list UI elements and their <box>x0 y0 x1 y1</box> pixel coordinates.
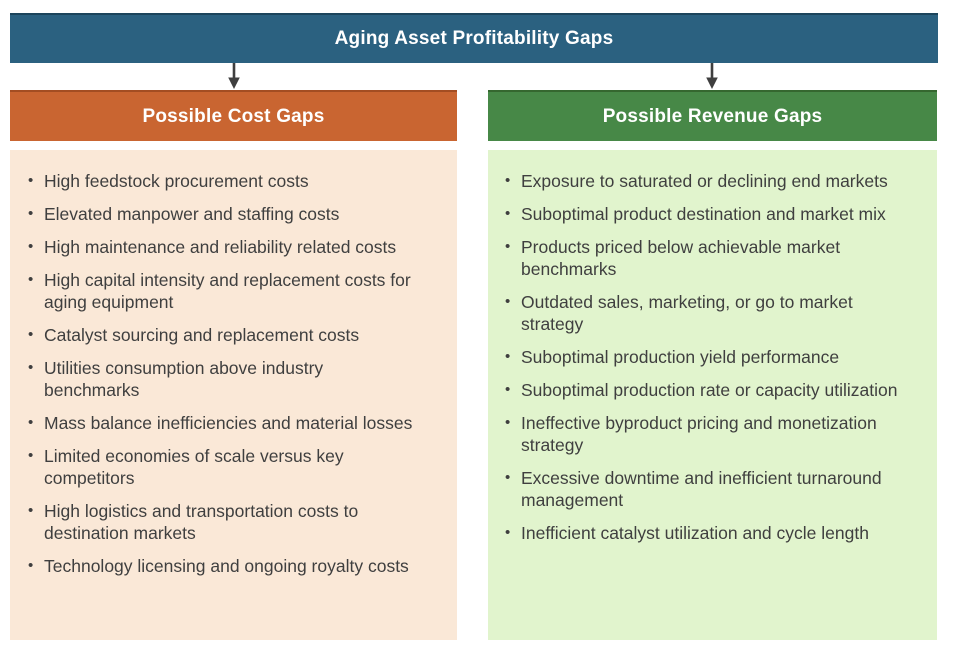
revenue-gaps-header-label: Possible Revenue Gaps <box>602 105 823 127</box>
revenue-gap-item: Excessive downtime and inefficient turna… <box>504 467 906 511</box>
cost-gap-item: Utilities consumption above industry ben… <box>27 357 419 401</box>
revenue-gap-item: Suboptimal product destination and marke… <box>504 203 906 225</box>
revenue-gaps-list: Exposure to saturated or declining end m… <box>488 150 937 544</box>
revenue-gap-item: Outdated sales, marketing, or go to mark… <box>504 291 906 335</box>
revenue-gaps-panel: Exposure to saturated or declining end m… <box>488 150 937 640</box>
revenue-gap-item: Suboptimal production rate or capacity u… <box>504 379 906 401</box>
diagram-title: Aging Asset Profitability Gaps <box>334 28 614 49</box>
cost-gap-item: High maintenance and reliability related… <box>27 236 419 258</box>
down-arrow-icon <box>706 63 718 89</box>
cost-gap-item: High logistics and transportation costs … <box>27 500 419 544</box>
revenue-gap-item: Inefficient catalyst utilization and cyc… <box>504 522 906 544</box>
cost-gap-item: Technology licensing and ongoing royalty… <box>27 555 419 577</box>
revenue-gap-item: Suboptimal production yield performance <box>504 346 906 368</box>
cost-gaps-header-label: Possible Cost Gaps <box>142 105 325 127</box>
cost-gap-item: Limited economies of scale versus key co… <box>27 445 419 489</box>
cost-gap-item: Elevated manpower and staffing costs <box>27 203 419 225</box>
revenue-gap-item: Products priced below achievable market … <box>504 236 906 280</box>
down-arrow-icon <box>228 63 240 89</box>
cost-gap-item: Mass balance inefficiencies and material… <box>27 412 419 434</box>
title-bar: Aging Asset Profitability Gaps <box>10 13 938 63</box>
cost-gap-item: Catalyst sourcing and replacement costs <box>27 324 419 346</box>
cost-gaps-panel: High feedstock procurement costs Elevated… <box>10 150 457 640</box>
cost-gap-item: High capital intensity and replacement c… <box>27 269 419 313</box>
revenue-gap-item: Ineffective byproduct pricing and moneti… <box>504 412 906 456</box>
revenue-gaps-header: Possible Revenue Gaps <box>488 90 937 141</box>
revenue-gap-item: Exposure to saturated or declining end m… <box>504 170 906 192</box>
cost-gap-item: High feedstock procurement costs <box>27 170 419 192</box>
cost-gaps-list: High feedstock procurement costs Elevated… <box>10 150 457 577</box>
cost-gaps-header: Possible Cost Gaps <box>10 90 457 141</box>
